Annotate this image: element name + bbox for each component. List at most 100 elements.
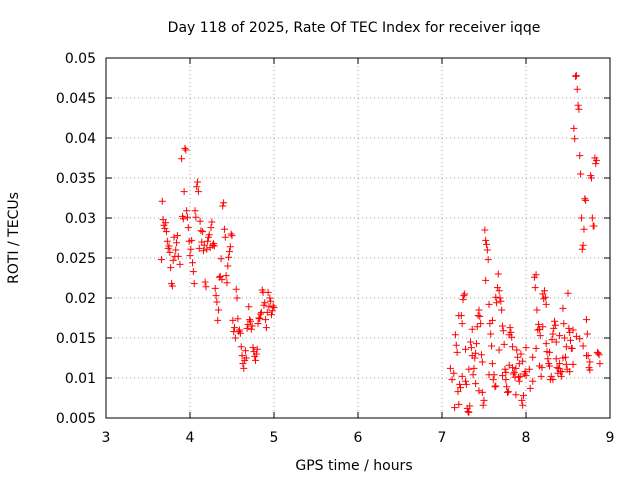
data-point <box>458 320 466 328</box>
data-point <box>471 354 479 362</box>
data-point <box>581 195 589 203</box>
data-point <box>479 401 487 409</box>
data-point <box>536 332 544 340</box>
data-point <box>267 297 275 305</box>
data-point <box>537 372 545 380</box>
data-point <box>179 215 187 223</box>
data-point <box>593 156 601 164</box>
data-point <box>253 345 261 353</box>
data-point <box>547 372 555 380</box>
data-point <box>254 320 262 328</box>
data-point <box>173 232 181 240</box>
data-point <box>261 299 269 307</box>
data-point <box>480 396 488 404</box>
y-tick-label: 0.04 <box>65 131 96 147</box>
data-point <box>474 312 482 320</box>
data-point <box>529 377 537 385</box>
data-point <box>570 124 578 132</box>
data-point <box>241 347 249 355</box>
data-point <box>240 364 248 372</box>
data-point <box>216 272 224 280</box>
data-point <box>170 233 178 241</box>
data-point <box>574 101 582 109</box>
data-point <box>493 299 501 307</box>
data-point <box>450 369 458 377</box>
data-point <box>236 326 244 334</box>
data-point <box>558 368 566 376</box>
data-point <box>577 214 585 222</box>
data-point <box>235 328 243 336</box>
data-point <box>237 343 245 351</box>
data-point <box>549 330 557 338</box>
data-point <box>208 218 216 226</box>
data-point <box>568 344 576 352</box>
data-point <box>469 371 477 379</box>
data-point <box>178 155 186 163</box>
data-point <box>267 311 275 319</box>
data-point <box>583 330 591 338</box>
data-point <box>478 358 486 366</box>
data-point <box>465 408 473 416</box>
plot-frame <box>105 57 611 419</box>
data-point <box>455 312 463 320</box>
data-point <box>510 368 518 376</box>
data-point <box>573 85 581 93</box>
data-point <box>249 344 257 352</box>
data-point <box>495 346 503 354</box>
data-point <box>189 259 197 267</box>
data-point <box>168 282 176 290</box>
data-point <box>183 213 191 221</box>
data-point <box>236 329 244 337</box>
data-point <box>489 376 497 384</box>
data-point <box>575 105 583 113</box>
data-point <box>552 338 560 346</box>
data-point <box>506 324 514 332</box>
data-point <box>531 284 539 292</box>
data-points <box>157 72 604 416</box>
data-point <box>514 373 522 381</box>
data-point <box>202 283 210 291</box>
data-point <box>567 336 575 344</box>
data-point <box>161 224 169 232</box>
data-point <box>270 304 278 312</box>
data-point <box>576 152 584 160</box>
data-point <box>220 225 228 233</box>
data-point <box>477 320 485 328</box>
data-point <box>454 388 462 396</box>
data-point <box>212 292 220 300</box>
x-tick-label: 3 <box>102 430 111 446</box>
data-point <box>539 323 547 331</box>
data-point <box>569 326 577 334</box>
data-point <box>577 170 585 178</box>
data-point <box>482 236 490 244</box>
data-point <box>158 197 166 205</box>
data-point <box>162 219 170 227</box>
data-point <box>461 290 469 298</box>
data-point <box>173 239 181 247</box>
data-point <box>247 325 255 333</box>
data-point <box>514 353 522 361</box>
data-point <box>501 365 509 373</box>
data-point <box>201 278 209 286</box>
data-point <box>518 396 526 404</box>
data-point <box>481 226 489 234</box>
data-point <box>492 382 500 390</box>
data-point <box>196 217 204 225</box>
data-point <box>222 272 230 280</box>
data-point <box>519 401 527 409</box>
data-point <box>205 231 213 239</box>
y-tick-label: 0.05 <box>65 51 96 67</box>
data-point <box>263 308 271 316</box>
data-point <box>562 343 570 351</box>
data-point <box>475 387 483 395</box>
data-point <box>495 287 503 295</box>
data-point <box>551 317 559 325</box>
data-point <box>169 256 177 264</box>
data-point <box>559 304 567 312</box>
data-point <box>186 252 194 260</box>
data-point <box>503 383 511 391</box>
data-point <box>203 245 211 253</box>
data-point <box>565 324 573 332</box>
data-point <box>242 354 250 362</box>
data-point <box>162 228 170 236</box>
